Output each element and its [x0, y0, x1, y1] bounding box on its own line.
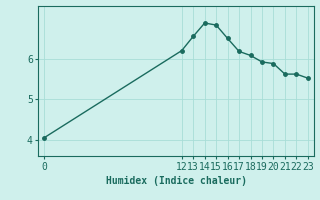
X-axis label: Humidex (Indice chaleur): Humidex (Indice chaleur) [106, 176, 246, 186]
